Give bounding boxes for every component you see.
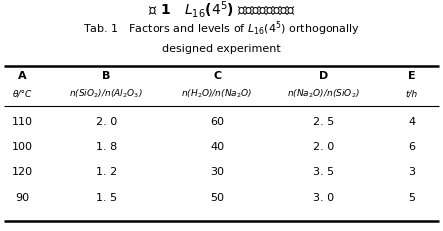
Text: 3: 3 [408, 167, 416, 177]
Text: 90: 90 [15, 192, 29, 203]
Text: t/h: t/h [406, 89, 418, 98]
Text: 100: 100 [12, 142, 33, 152]
Text: 40: 40 [210, 142, 224, 152]
Text: n(Na$_2$O)/n(SiO$_2$): n(Na$_2$O)/n(SiO$_2$) [287, 87, 360, 100]
Text: 6: 6 [408, 142, 416, 152]
Text: 120: 120 [12, 167, 33, 177]
Text: n(H$_2$O)/n(Na$_2$O): n(H$_2$O)/n(Na$_2$O) [181, 87, 253, 100]
Text: D: D [319, 71, 328, 81]
Text: 60: 60 [210, 117, 224, 128]
Text: 1. 8: 1. 8 [96, 142, 117, 152]
Text: E: E [408, 71, 416, 81]
Text: 50: 50 [210, 192, 224, 203]
Text: B: B [102, 71, 110, 81]
Text: θ/°C: θ/°C [12, 89, 32, 98]
Text: 30: 30 [210, 167, 224, 177]
Text: n(SiO$_2$)/n(Al$_2$O$_3$): n(SiO$_2$)/n(Al$_2$O$_3$) [70, 87, 143, 100]
Text: 5: 5 [408, 192, 416, 203]
Text: 1. 2: 1. 2 [96, 167, 117, 177]
Text: 1. 5: 1. 5 [96, 192, 117, 203]
Text: 2. 0: 2. 0 [96, 117, 117, 128]
Text: 4: 4 [408, 117, 416, 128]
Text: designed experiment: designed experiment [162, 43, 281, 54]
Text: 110: 110 [12, 117, 33, 128]
Text: Tab. 1   Factors and levels of $L_{16}$($4^5$) orthogonally: Tab. 1 Factors and levels of $L_{16}$($4… [83, 20, 360, 38]
Text: 2. 0: 2. 0 [313, 142, 334, 152]
Text: 3. 0: 3. 0 [313, 192, 334, 203]
Text: A: A [18, 71, 27, 81]
Text: C: C [213, 71, 221, 81]
Text: 3. 5: 3. 5 [313, 167, 334, 177]
Text: 表 1   $L_{16}$($4^5$) 正交试验因素水平: 表 1 $L_{16}$($4^5$) 正交试验因素水平 [148, 0, 295, 20]
Text: 2. 5: 2. 5 [313, 117, 334, 128]
